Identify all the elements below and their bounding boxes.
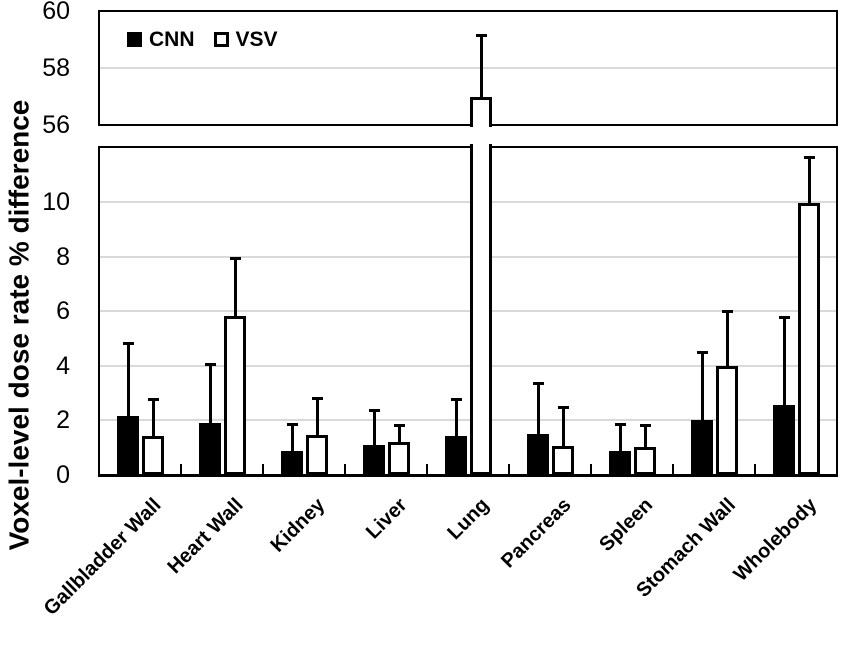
- bar-cnn-stomach-wall: [691, 420, 713, 475]
- error-bar-vsv-pancreas: [562, 406, 565, 446]
- x-tick-mark: [672, 464, 674, 474]
- bar-vsv-lung-lower: [470, 144, 492, 475]
- error-bar-cnn-liver: [373, 409, 376, 445]
- error-bar-cnn-stomach-wall: [701, 351, 704, 420]
- x-tick-mark: [508, 464, 510, 474]
- error-bar-vsv-liver-cap: [394, 424, 405, 427]
- bar-cnn-lung: [445, 436, 467, 475]
- error-bar-vsv-spleen-cap: [640, 424, 651, 427]
- legend-item-cnn: CNN: [127, 29, 195, 50]
- x-category-label-spleen: Spleen: [595, 494, 658, 556]
- y-tick-label-10: 10: [42, 188, 70, 216]
- bar-cnn-wholebody: [773, 405, 795, 475]
- y-tick-label-0: 0: [56, 461, 70, 489]
- error-bar-cnn-wholebody-cap: [779, 316, 790, 319]
- error-bar-vsv-gallbladder-wall: [152, 398, 155, 436]
- error-bar-cnn-pancreas: [537, 382, 540, 434]
- y-tick-label-8: 8: [56, 243, 70, 271]
- gridline-10: [100, 201, 836, 203]
- vsv-swatch-icon: [213, 32, 229, 47]
- top-axis-panel: [98, 10, 838, 126]
- error-bar-cnn-gallbladder-wall: [127, 342, 130, 416]
- gridline-2: [100, 419, 836, 421]
- error-bar-cnn-pancreas-cap: [533, 382, 544, 385]
- bar-cnn-liver: [363, 445, 385, 475]
- error-bar-cnn-lung: [455, 398, 458, 436]
- bar-vsv-liver: [388, 442, 410, 475]
- x-tick-mark: [262, 464, 264, 474]
- y-tick-label-58: 58: [42, 54, 70, 82]
- bar-vsv-heart-wall: [224, 316, 246, 475]
- bar-vsv-pancreas: [552, 446, 574, 475]
- error-bar-vsv-liver: [398, 424, 401, 442]
- error-bar-vsv-lung-cap: [476, 34, 487, 37]
- x-tick-mark: [180, 464, 182, 474]
- error-bar-vsv-lung: [480, 34, 483, 97]
- legend: CNN VSV: [127, 29, 278, 50]
- error-bar-cnn-heart-wall-cap: [205, 363, 216, 366]
- x-category-label-liver: Liver: [362, 494, 412, 544]
- error-bar-vsv-wholebody: [808, 156, 811, 203]
- x-category-label-heart-wall: Heart Wall: [163, 494, 248, 579]
- x-tick-mark: [754, 464, 756, 474]
- error-bar-cnn-kidney: [291, 423, 294, 451]
- x-category-label-lung: Lung: [443, 494, 494, 545]
- x-tick-mark: [344, 464, 346, 474]
- y-tick-label-4: 4: [56, 352, 70, 380]
- x-category-label-wholebody: Wholebody: [729, 494, 822, 586]
- legend-label-cnn: CNN: [149, 28, 195, 51]
- error-bar-vsv-heart-wall-cap: [230, 257, 241, 260]
- error-bar-vsv-kidney: [316, 397, 319, 435]
- gridline-58: [100, 67, 836, 69]
- bottom-axis-panel: [98, 146, 838, 477]
- error-bar-vsv-spleen: [644, 424, 647, 447]
- legend-label-vsv: VSV: [235, 28, 278, 51]
- error-bar-vsv-heart-wall: [234, 257, 237, 316]
- y-tick-label-60: 60: [42, 0, 70, 25]
- x-category-label-pancreas: Pancreas: [497, 494, 576, 573]
- x-tick-mark: [426, 464, 428, 474]
- gridline-6: [100, 310, 836, 312]
- bar-vsv-gallbladder-wall: [142, 436, 164, 475]
- y-tick-label-6: 6: [56, 297, 70, 325]
- bar-vsv-wholebody: [798, 203, 820, 475]
- error-bar-vsv-pancreas-cap: [558, 406, 569, 409]
- bar-vsv-stomach-wall: [716, 366, 738, 475]
- x-tick-mark: [590, 464, 592, 474]
- error-bar-cnn-spleen: [619, 423, 622, 451]
- error-bar-cnn-wholebody: [783, 316, 786, 405]
- error-bar-cnn-heart-wall: [209, 363, 212, 423]
- bar-vsv-lung-upper: [470, 97, 492, 127]
- error-bar-vsv-wholebody-cap: [804, 156, 815, 159]
- bar-cnn-kidney: [281, 451, 303, 475]
- error-bar-vsv-stomach-wall: [726, 310, 729, 366]
- error-bar-cnn-lung-cap: [451, 398, 462, 401]
- error-bar-vsv-kidney-cap: [312, 397, 323, 400]
- bar-cnn-spleen: [609, 451, 631, 475]
- gridline-4: [100, 365, 836, 367]
- bar-cnn-gallbladder-wall: [117, 416, 139, 475]
- error-bar-cnn-stomach-wall-cap: [697, 351, 708, 354]
- y-tick-label-2: 2: [56, 406, 70, 434]
- error-bar-cnn-liver-cap: [369, 409, 380, 412]
- error-bar-vsv-stomach-wall-cap: [722, 310, 733, 313]
- bar-cnn-heart-wall: [199, 423, 221, 475]
- x-category-label-kidney: Kidney: [266, 494, 330, 557]
- bar-vsv-kidney: [306, 435, 328, 475]
- bar-vsv-spleen: [634, 447, 656, 475]
- cnn-swatch-icon: [127, 32, 142, 47]
- bar-cnn-pancreas: [527, 434, 549, 475]
- y-tick-label-56: 56: [42, 111, 70, 139]
- gridline-8: [100, 256, 836, 258]
- error-bar-cnn-gallbladder-wall-cap: [123, 342, 134, 345]
- x-category-label-gallbladder-wall: Gallbladder Wall: [39, 494, 166, 620]
- legend-item-vsv: VSV: [213, 28, 278, 51]
- error-bar-cnn-spleen-cap: [615, 423, 626, 426]
- error-bar-vsv-gallbladder-wall-cap: [148, 398, 159, 401]
- error-bar-cnn-kidney-cap: [287, 423, 298, 426]
